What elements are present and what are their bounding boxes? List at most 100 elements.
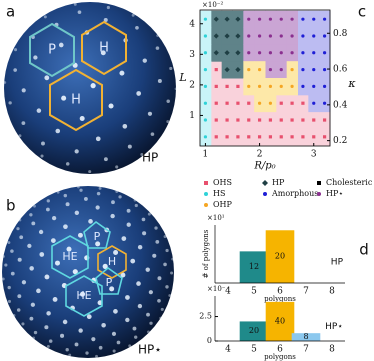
- legend-label: OHS: [213, 178, 232, 187]
- point: [279, 34, 283, 38]
- y-tick-label: 1: [189, 111, 195, 121]
- sphere-dot: [174, 87, 178, 91]
- region-label: P: [106, 276, 113, 289]
- value-label: 20: [275, 252, 285, 261]
- y-tick-label: 4: [189, 19, 195, 29]
- sphere-dot: [12, 314, 16, 317]
- point: [213, 16, 219, 22]
- sphere-dot: [88, 219, 93, 224]
- point: [236, 135, 240, 139]
- point: [224, 16, 230, 22]
- sphere-dot: [78, 328, 83, 333]
- value-label: 12: [249, 262, 259, 271]
- sphere: [2, 186, 174, 358]
- point: [225, 118, 229, 122]
- panel-label: b: [6, 197, 16, 215]
- chart-tag: HP: [331, 258, 344, 268]
- sphere-dot: [141, 217, 146, 222]
- point: [279, 51, 283, 55]
- point: [257, 34, 262, 38]
- sphere-dot: [18, 218, 22, 222]
- point: [214, 135, 218, 139]
- legend-marker: [262, 180, 268, 186]
- legend-label: Amorphous: [271, 189, 318, 198]
- point: [247, 34, 251, 38]
- sphere-dot: [86, 314, 92, 320]
- point: [235, 33, 241, 39]
- plot-frame: [199, 9, 331, 147]
- y-tick-label: 0: [207, 336, 212, 345]
- sphere-dot: [72, 269, 78, 275]
- sphere-dot: [159, 316, 162, 320]
- sphere-dot: [32, 336, 35, 340]
- point: [268, 135, 273, 139]
- sphere-dot: [168, 294, 172, 297]
- sphere-dot: [19, 235, 24, 240]
- x-tick-label: 6: [277, 345, 283, 355]
- polygon-outline: [65, 275, 103, 317]
- point: [268, 51, 273, 55]
- point: [203, 135, 208, 139]
- sphere-dot: [134, 335, 138, 339]
- sphere-dot: [21, 280, 27, 285]
- sphere-dot: [101, 322, 106, 328]
- sphere-dot: [31, 221, 36, 226]
- sphere-dot: [166, 120, 170, 124]
- point: [312, 67, 316, 72]
- x-tick-label: 4: [225, 287, 231, 297]
- sphere-dot: [163, 235, 167, 239]
- sphere-dot: [36, 108, 42, 113]
- sphere-dot: [2, 255, 5, 258]
- region-label: P: [94, 230, 101, 243]
- sphere-dot: [165, 285, 169, 289]
- sphere-dot: [111, 200, 115, 205]
- point: [312, 51, 316, 55]
- sphere-dot: [157, 298, 161, 303]
- point: [213, 33, 219, 39]
- sphere-dot: [109, 286, 115, 292]
- sphere-dot: [125, 317, 130, 323]
- sphere-dot: [74, 210, 80, 215]
- sphere-dot: [68, 353, 72, 357]
- region-label: HE: [76, 289, 91, 302]
- sphere-dot: [46, 344, 50, 348]
- point: [301, 67, 305, 72]
- point: [301, 51, 305, 55]
- sphere-dot: [150, 132, 155, 136]
- y-tick-label: 2.5: [199, 312, 212, 321]
- point: [268, 84, 273, 89]
- sphere-dot: [154, 226, 158, 230]
- point: [290, 51, 294, 55]
- sphere-dot: [58, 42, 64, 48]
- point: [279, 118, 283, 122]
- sphere-dot: [171, 257, 174, 261]
- point: [279, 67, 283, 72]
- point: [224, 50, 230, 56]
- sphere-dot: [131, 13, 135, 17]
- y2-tick-label: 0.2: [333, 136, 347, 146]
- point: [312, 135, 316, 139]
- point: [290, 101, 294, 105]
- sphere-dot: [44, 274, 50, 280]
- region-label: P: [48, 43, 56, 58]
- point: [279, 84, 283, 89]
- point: [301, 118, 305, 122]
- sphere-dot: [33, 330, 38, 335]
- x-axis-label: R/p₀: [253, 161, 275, 172]
- sphere-dot: [160, 307, 164, 311]
- value-label: 20: [249, 326, 259, 335]
- point: [203, 101, 208, 105]
- sphere-dot: [21, 88, 26, 93]
- region-label: H: [71, 93, 81, 108]
- sphere-dot: [111, 331, 117, 336]
- sphere-dot: [55, 128, 61, 134]
- sphere-dot: [170, 271, 174, 275]
- sphere-dot: [17, 257, 22, 262]
- panel-label: d: [359, 241, 369, 259]
- sphere-dot: [127, 144, 132, 149]
- sphere-dot: [65, 348, 69, 352]
- sphere-dot: [95, 241, 101, 247]
- x-tick-label: 5: [251, 345, 257, 355]
- sphere-dot: [163, 262, 167, 267]
- sphere-dot: [79, 115, 85, 121]
